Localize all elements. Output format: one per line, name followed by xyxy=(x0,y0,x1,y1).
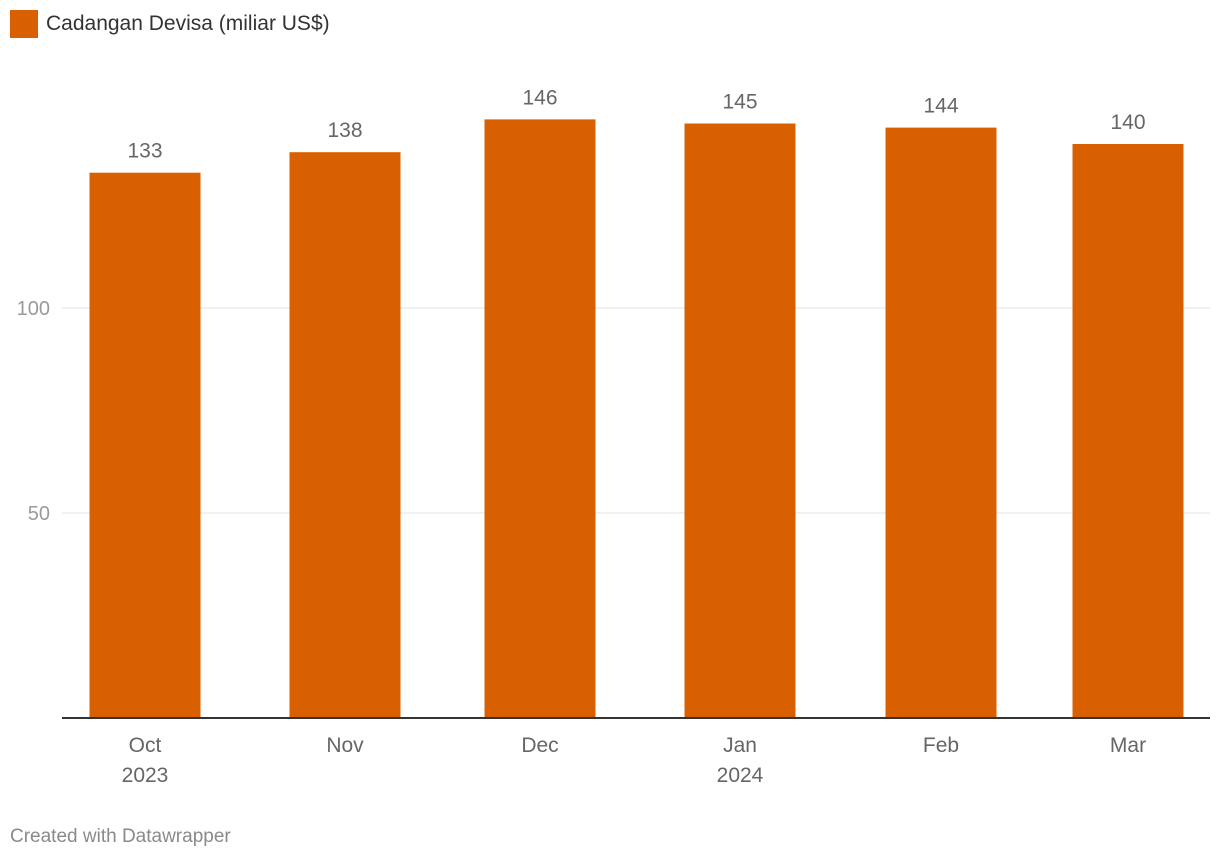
bar xyxy=(289,152,401,718)
bar xyxy=(684,123,796,718)
axes: Oct 2023 Nov Dec Jan 2024 Feb Mar xyxy=(62,717,1210,787)
data-label: 140 xyxy=(1110,111,1145,134)
data-label: 133 xyxy=(127,140,162,163)
legend-swatch xyxy=(10,10,38,38)
bar xyxy=(484,119,596,718)
data-labels: 133 138 146 145 144 140 xyxy=(127,86,1145,162)
data-label: 138 xyxy=(327,119,362,142)
data-label: 144 xyxy=(923,95,958,118)
bar xyxy=(1072,144,1184,718)
bar xyxy=(885,127,997,719)
x-tick-label: 2023 xyxy=(122,764,169,787)
gridlines: 50 100 xyxy=(17,298,1210,525)
data-label: 146 xyxy=(522,86,557,109)
x-tick-label: 2024 xyxy=(717,764,764,787)
bars xyxy=(89,119,1184,719)
legend: Cadangan Devisa (miliar US$) xyxy=(10,10,330,38)
y-tick-label: 100 xyxy=(17,298,50,320)
x-tick-label: Dec xyxy=(521,734,558,757)
x-tick-label: Oct xyxy=(129,734,162,757)
x-tick-label: Nov xyxy=(326,734,364,757)
data-label: 145 xyxy=(722,91,757,114)
legend-label: Cadangan Devisa (miliar US$) xyxy=(46,12,330,35)
y-tick-label: 50 xyxy=(28,503,50,525)
footer-credit: Created with Datawrapper xyxy=(10,826,231,847)
x-tick-label: Jan xyxy=(723,734,757,757)
x-tick-label: Mar xyxy=(1110,734,1146,757)
bar xyxy=(89,172,201,718)
x-tick-label: Feb xyxy=(923,734,959,757)
